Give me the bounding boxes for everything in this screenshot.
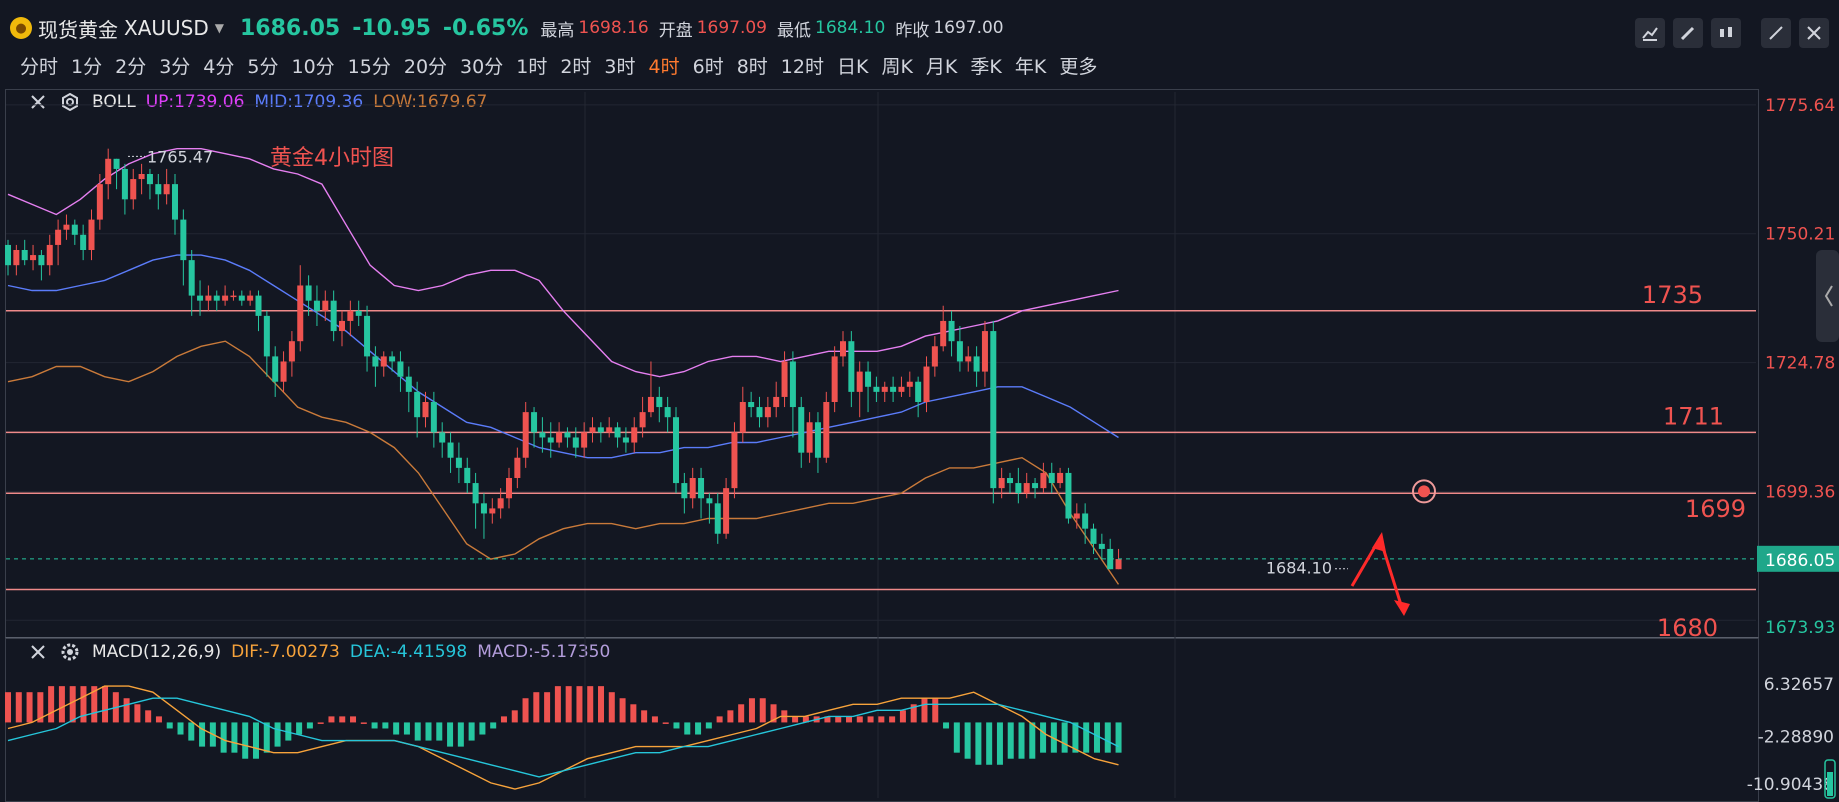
macd-dif-value: DIF:-7.00273	[231, 642, 340, 662]
macd-name: MACD(12,26,9)	[92, 642, 222, 662]
macd-scroll-indicator	[1824, 759, 1836, 799]
price-axis-tick-2: 1724.78	[1765, 354, 1835, 374]
timeframe-8[interactable]: 20分	[403, 56, 448, 78]
timeframe-20[interactable]: 季K	[970, 56, 1002, 78]
low-label: 最低	[777, 20, 812, 41]
candle-icon[interactable]	[1711, 18, 1741, 48]
last-price-tag-bg	[1757, 545, 1839, 572]
timeframe-19[interactable]: 月K	[925, 56, 958, 78]
boll-legend: BOLL UP:1739.06 MID:1709.36 LOW:1679.67	[28, 92, 497, 112]
prev-close-label: 昨收	[895, 20, 930, 41]
boll-up-value: UP:1739.06	[145, 92, 245, 112]
timeframe-4[interactable]: 4分	[203, 56, 235, 78]
macd-panel[interactable]: MACD(12,26,9) DIF:-7.00273 DEA:-4.41598 …	[5, 637, 1759, 802]
pencil-icon[interactable]	[1673, 18, 1703, 48]
price-axis-tick-0: 1775.64	[1765, 96, 1835, 116]
macd-macd-value: MACD:-5.17350	[477, 642, 611, 662]
close-icon[interactable]	[1799, 18, 1829, 48]
price-change: -10.95	[352, 15, 431, 41]
open-value: 1697.09	[696, 18, 768, 38]
gear-icon[interactable]	[60, 92, 80, 112]
macd-dea-value: DEA:-4.41598	[349, 642, 468, 662]
side-tab	[1816, 250, 1839, 342]
timeframe-14[interactable]: 6时	[692, 56, 724, 78]
boll-name: BOLL	[92, 92, 136, 112]
timeframe-1[interactable]: 1分	[71, 56, 103, 78]
timeframe-13[interactable]: 4时	[648, 56, 680, 78]
price-axis-tick-4: 1673.93	[1765, 618, 1835, 638]
macd-axis-tick-1: -2.28890	[1758, 727, 1834, 747]
close-icon[interactable]	[28, 92, 48, 112]
macd-scroll-fill	[1827, 772, 1833, 796]
timeframe-11[interactable]: 2时	[560, 56, 592, 78]
timeframe-16[interactable]: 12时	[780, 56, 824, 78]
boll-mid-value: MID:1709.36	[254, 92, 364, 112]
price-axis-tick-1: 1750.21	[1765, 225, 1835, 245]
timeframe-2[interactable]: 2分	[115, 56, 147, 78]
timeframe-17[interactable]: 日K	[836, 56, 869, 78]
timeframe-0[interactable]: 分时	[20, 56, 59, 78]
macd-axis-tick-2: -10.90438	[1747, 775, 1834, 795]
timeframe-6[interactable]: 10分	[291, 56, 335, 78]
gear-icon[interactable]	[60, 642, 80, 662]
high-label: 最高	[540, 20, 575, 41]
top-bar: ● 现货黄金 XAUUSD ▼ 1686.05 -10.95 -0.65% 最高…	[0, 0, 1839, 78]
timeframe-18[interactable]: 周K	[881, 56, 913, 78]
symbol-cn[interactable]: 现货黄金	[38, 17, 118, 42]
timeframe-7[interactable]: 15分	[347, 56, 391, 78]
macd-legend: MACD(12,26,9) DIF:-7.00273 DEA:-4.41598 …	[28, 642, 620, 662]
timeframe-21[interactable]: 年K	[1014, 56, 1047, 78]
price-axis-tick-3: 1699.36	[1765, 482, 1835, 502]
chevron-down-icon[interactable]: ▼	[214, 21, 224, 35]
main-chart-panel[interactable]: BOLL UP:1739.06 MID:1709.36 LOW:1679.67	[5, 89, 1759, 639]
gold-coin-icon: ●	[10, 17, 32, 39]
low-value: 1684.10	[815, 18, 886, 38]
open-label: 开盘	[658, 20, 693, 41]
boll-low-value: LOW:1679.67	[373, 92, 488, 112]
timeframe-3[interactable]: 3分	[159, 56, 191, 78]
symbol-ticker[interactable]: XAUUSD	[124, 16, 209, 40]
chart-icon[interactable]	[1635, 18, 1665, 48]
expand-icon[interactable]	[1761, 18, 1791, 48]
price-change-pct: -0.65%	[442, 15, 529, 41]
chevron-left-icon	[1824, 285, 1833, 307]
timeframe-22[interactable]: 更多	[1059, 56, 1098, 78]
symbol-row: ● 现货黄金 XAUUSD ▼ 1686.05 -10.95 -0.65% 最高…	[10, 10, 1014, 46]
timeframe-5[interactable]: 5分	[247, 56, 279, 78]
timeframe-10[interactable]: 1时	[516, 56, 548, 78]
macd-axis-tick-0: 6.32657	[1764, 675, 1834, 695]
close-icon[interactable]	[28, 642, 48, 662]
last-price-tag: 1686.05	[1765, 551, 1835, 571]
timeframe-15[interactable]: 8时	[736, 56, 768, 78]
timeframe-12[interactable]: 3时	[604, 56, 636, 78]
toolbar	[1635, 18, 1829, 48]
last-price: 1686.05	[240, 15, 341, 41]
high-value: 1698.16	[578, 18, 649, 38]
timeframe-bar: 分时 1分 2分 3分 4分 5分 10分 15分 20分 30分 1时 2时 3时 4时 6时 8时 12时日…	[20, 52, 1110, 79]
prev-close-value: 1697.00	[933, 18, 1004, 38]
timeframe-9[interactable]: 30分	[460, 56, 504, 78]
